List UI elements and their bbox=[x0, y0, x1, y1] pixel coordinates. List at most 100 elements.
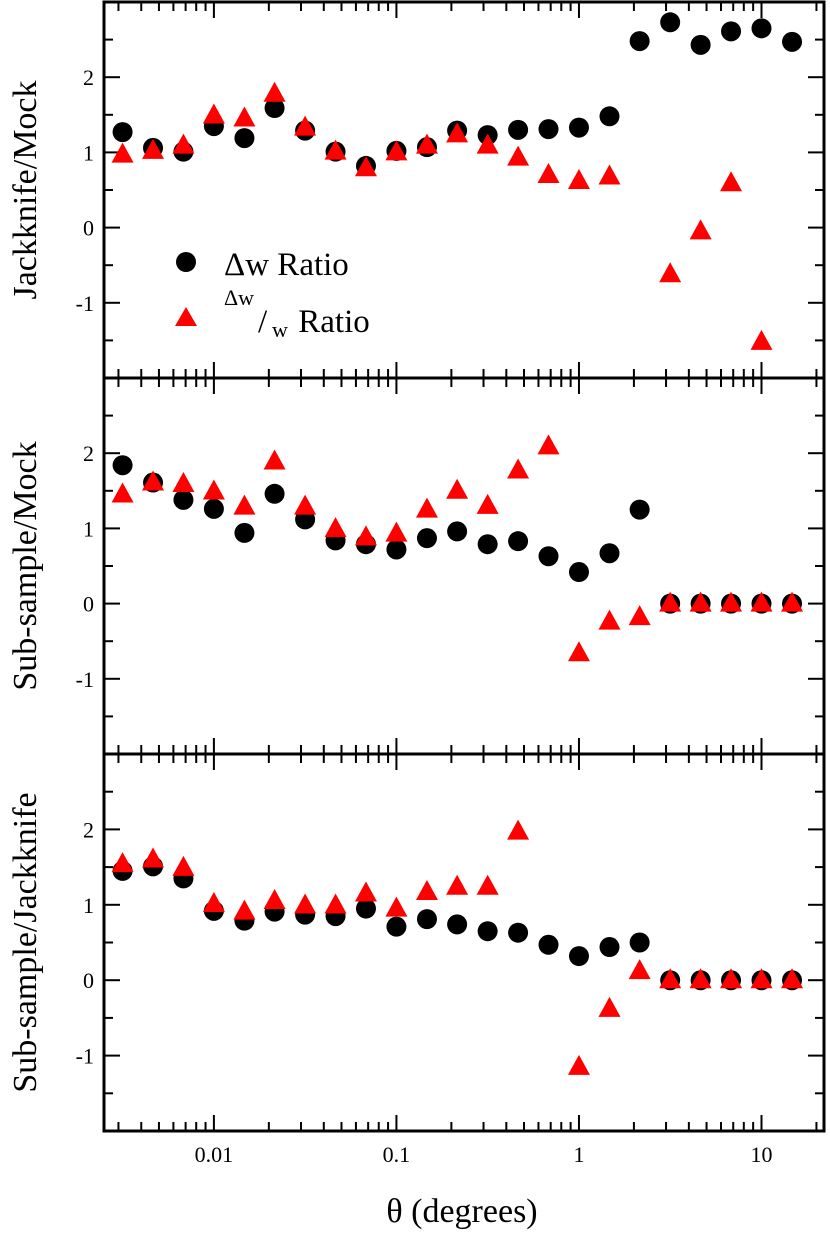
data-point-circle bbox=[599, 106, 620, 127]
y-tick-label: 2 bbox=[83, 441, 94, 466]
data-point-triangle bbox=[720, 591, 743, 612]
y-tick-label: 2 bbox=[83, 65, 94, 90]
data-point-triangle bbox=[781, 968, 804, 989]
data-point-circle bbox=[568, 117, 589, 138]
panel-frame bbox=[102, 376, 826, 756]
data-point-triangle bbox=[294, 893, 317, 914]
data-point-circle bbox=[690, 34, 711, 55]
data-point-triangle bbox=[233, 494, 256, 515]
data-point-circle bbox=[721, 21, 742, 42]
data-point-triangle bbox=[628, 959, 651, 980]
panel-frame bbox=[102, 0, 826, 380]
panel-1: 2 1 0 -1 Jackknife/Mock bbox=[7, 0, 826, 380]
data-point-triangle bbox=[598, 996, 621, 1017]
data-point-triangle bbox=[720, 968, 743, 989]
data-point-circle bbox=[447, 914, 468, 935]
data-point-triangle bbox=[354, 156, 377, 177]
legend-triangle-suffix: Ratio bbox=[290, 304, 370, 340]
data-point-triangle bbox=[263, 449, 286, 470]
data-point-circle bbox=[386, 916, 407, 937]
legend-triangle-denominator: w bbox=[272, 317, 288, 342]
data-point-triangle bbox=[659, 262, 682, 283]
data-point-triangle bbox=[294, 115, 317, 136]
data-point-circle bbox=[477, 921, 498, 942]
x-tick-label: 10 bbox=[750, 1142, 772, 1167]
y-tick-label: 2 bbox=[83, 817, 94, 842]
y-tick-label: 1 bbox=[83, 893, 94, 918]
data-point-circle bbox=[751, 18, 772, 39]
legend-triangle-marker bbox=[175, 307, 197, 326]
data-point-triangle bbox=[476, 874, 499, 895]
x-axis-title: θ (degrees) bbox=[386, 1193, 537, 1230]
data-point-triangle bbox=[263, 889, 286, 910]
data-point-triangle bbox=[781, 591, 804, 612]
data-point-circle bbox=[173, 489, 194, 510]
legend: Δw Ratio Δw / w Ratio bbox=[175, 247, 370, 342]
data-point-triangle bbox=[689, 591, 712, 612]
data-point-triangle bbox=[324, 893, 347, 914]
data-point-triangle bbox=[415, 133, 438, 154]
data-point-circle bbox=[538, 934, 559, 955]
data-point-circle bbox=[508, 922, 529, 943]
chart-panels: 210-1Jackknife/Mock210-1Sub-sample/Mock2… bbox=[7, 0, 826, 1167]
legend-circle-label: Δw Ratio bbox=[224, 247, 349, 283]
data-point-circle bbox=[782, 31, 803, 52]
data-point-triangle bbox=[720, 171, 743, 192]
legend-triangle-slash: / bbox=[258, 304, 268, 340]
data-point-triangle bbox=[750, 968, 773, 989]
data-point-triangle bbox=[598, 164, 621, 185]
data-point-triangle bbox=[233, 106, 256, 127]
data-point-triangle bbox=[324, 517, 347, 538]
x-tick-label: 1 bbox=[573, 1142, 584, 1167]
data-point-circle bbox=[416, 528, 437, 549]
data-point-triangle bbox=[142, 847, 165, 868]
data-point-circle bbox=[234, 522, 255, 543]
data-point-triangle bbox=[537, 162, 560, 183]
data-point-triangle bbox=[628, 605, 651, 626]
data-point-circle bbox=[112, 455, 133, 476]
panel-2: 2 1 0 -1 Sub-sample/Mock bbox=[7, 376, 826, 756]
legend-triangle-numerator: Δw bbox=[224, 285, 254, 310]
data-point-triangle bbox=[111, 142, 134, 163]
data-point-circle bbox=[508, 531, 529, 552]
data-point-triangle bbox=[689, 968, 712, 989]
data-point-circle bbox=[264, 483, 285, 504]
y-tick-label: 1 bbox=[83, 140, 94, 165]
data-point-circle bbox=[599, 937, 620, 958]
y-axis-title: Sub-sample/Mock bbox=[7, 441, 44, 690]
data-point-circle bbox=[203, 498, 224, 519]
data-point-triangle bbox=[507, 458, 530, 479]
data-point-triangle bbox=[750, 591, 773, 612]
data-point-triangle bbox=[415, 497, 438, 518]
data-point-circle bbox=[477, 534, 498, 555]
data-point-triangle bbox=[172, 472, 195, 493]
y-tick-label: -1 bbox=[76, 291, 94, 316]
data-point-circle bbox=[386, 539, 407, 560]
y-tick-label: -1 bbox=[76, 1044, 94, 1069]
data-point-triangle bbox=[202, 103, 225, 124]
data-point-circle bbox=[112, 122, 133, 143]
data-point-triangle bbox=[111, 852, 134, 873]
data-point-triangle bbox=[415, 879, 438, 900]
data-point-triangle bbox=[385, 521, 408, 542]
data-point-circle bbox=[660, 12, 681, 33]
data-point-triangle bbox=[354, 525, 377, 546]
data-point-triangle bbox=[537, 434, 560, 455]
data-point-triangle bbox=[385, 140, 408, 161]
data-point-triangle bbox=[567, 641, 590, 662]
data-point-triangle bbox=[750, 329, 773, 350]
data-point-circle bbox=[508, 119, 529, 140]
data-point-triangle bbox=[476, 493, 499, 514]
data-point-triangle bbox=[142, 470, 165, 491]
data-point-triangle bbox=[294, 494, 317, 515]
x-tick-label: 0.1 bbox=[383, 1142, 411, 1167]
data-point-circle bbox=[629, 932, 650, 953]
data-point-triangle bbox=[233, 899, 256, 920]
y-tick-label: 1 bbox=[83, 516, 94, 541]
data-point-circle bbox=[629, 31, 650, 52]
panel-frame bbox=[102, 752, 826, 1133]
y-tick-label: 0 bbox=[83, 592, 94, 617]
y-tick-label: -1 bbox=[76, 667, 94, 692]
data-point-triangle bbox=[476, 133, 499, 154]
